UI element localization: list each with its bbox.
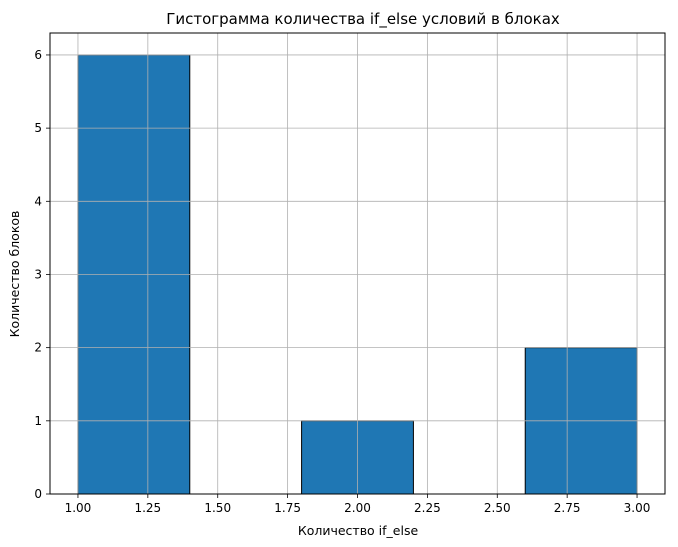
y-tick-label: 6 — [34, 48, 42, 62]
y-tick-label: 0 — [34, 487, 42, 501]
x-tick-label: 1.75 — [274, 501, 301, 515]
x-tick-label: 2.75 — [554, 501, 581, 515]
y-tick-label: 5 — [34, 121, 42, 135]
y-tick-label: 2 — [34, 341, 42, 355]
y-axis-ticks: 0 1 2 3 4 5 6 — [34, 48, 50, 501]
y-tick-label: 1 — [34, 414, 42, 428]
y-tick-label: 3 — [34, 267, 42, 281]
x-tick-label: 1.50 — [204, 501, 231, 515]
x-tick-label: 2.00 — [344, 501, 371, 515]
x-tick-label: 2.25 — [414, 501, 441, 515]
x-axis-title: Количество if_else — [298, 523, 419, 538]
y-axis-title: Количество блоков — [7, 211, 22, 338]
chart-title: Гистограмма количества if_else условий в… — [166, 10, 560, 29]
y-tick-label: 4 — [34, 194, 42, 208]
x-tick-label: 3.00 — [624, 501, 651, 515]
x-tick-label: 1.00 — [65, 501, 92, 515]
x-axis-ticks: 1.00 1.25 1.50 1.75 2.00 2.25 2.50 2.75 3.00 — [65, 494, 651, 515]
x-tick-label: 1.25 — [134, 501, 161, 515]
x-tick-label: 2.50 — [484, 501, 511, 515]
